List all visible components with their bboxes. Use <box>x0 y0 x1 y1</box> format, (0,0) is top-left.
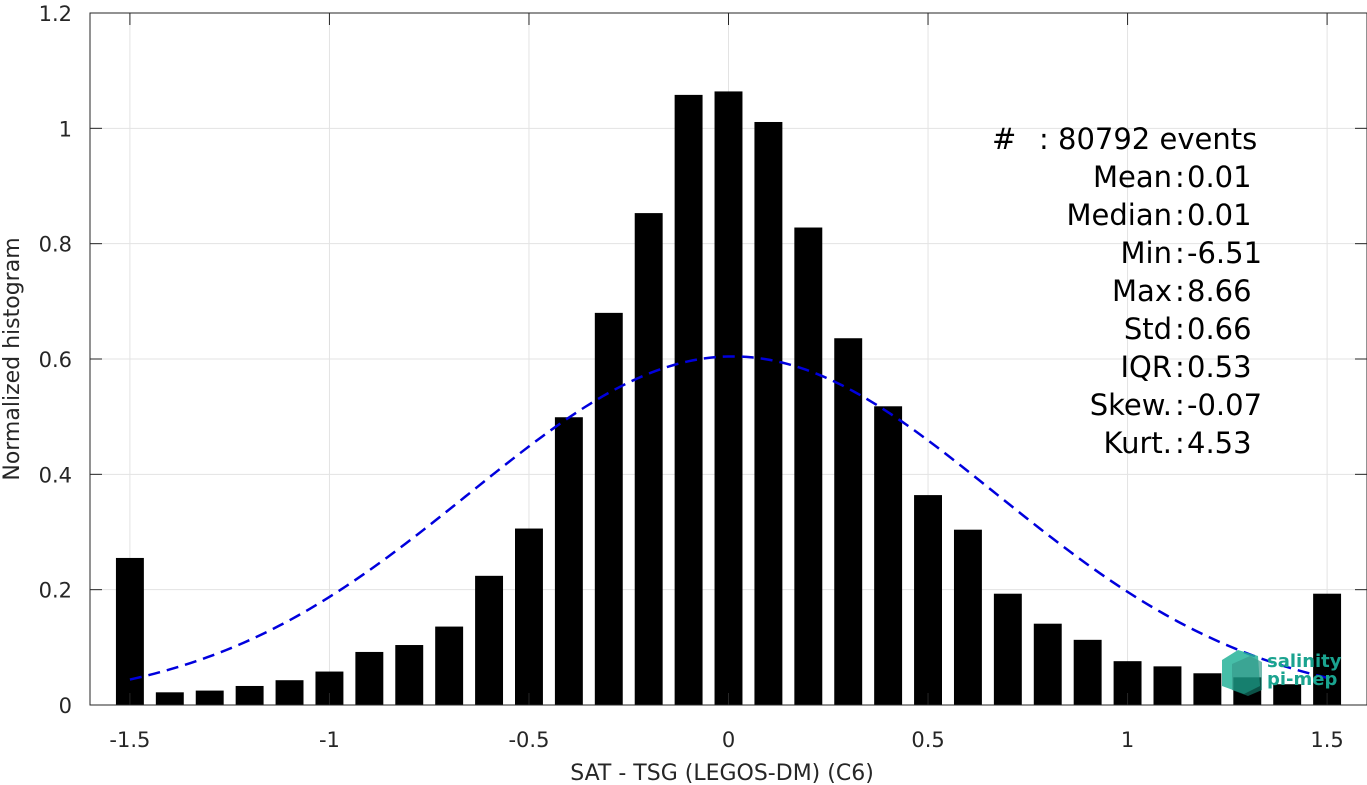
histogram-bar <box>475 575 504 705</box>
histogram-bar <box>1153 666 1182 705</box>
salinity-pimep-logo: salinity pi-mep <box>1222 650 1342 696</box>
histogram-bar <box>1273 684 1302 705</box>
x-tick-label: 0.5 <box>911 728 944 752</box>
logo-mark-icon <box>1222 650 1262 696</box>
histogram-bar <box>714 91 743 706</box>
histogram-bar <box>235 685 264 705</box>
stat-value: -6.51 <box>1187 236 1262 270</box>
stat-label: Mean <box>1093 160 1172 194</box>
histogram-bar <box>914 495 942 705</box>
stat-value: -0.07 <box>1187 388 1262 422</box>
stat-label: Kurt. <box>1104 426 1172 460</box>
histogram-bar <box>195 690 224 705</box>
histogram-bar <box>155 692 184 705</box>
y-tick-label: 0.2 <box>39 579 72 603</box>
stat-label: Min <box>1121 236 1172 270</box>
stat-label: Std <box>1124 312 1172 346</box>
gaussian-fit-curve <box>129 355 1328 681</box>
x-tick-label: -1.5 <box>109 728 150 752</box>
stat-colon: : <box>1175 236 1185 270</box>
histogram-bar <box>634 213 663 705</box>
histogram-bar <box>275 680 304 705</box>
histogram-bar <box>754 121 783 706</box>
stat-label: Skew. <box>1090 388 1172 422</box>
axis-ticks <box>90 12 1367 706</box>
histogram-bar <box>594 312 623 705</box>
histogram-bar <box>115 557 144 705</box>
stat-label: Max <box>1112 274 1172 308</box>
logo-line2: pi-mep <box>1267 669 1337 690</box>
stat-label: Median <box>1067 198 1172 232</box>
y-tick-label: 0 <box>59 694 72 718</box>
stat-colon: : <box>1039 122 1049 156</box>
x-tick-label: -1 <box>319 728 340 752</box>
x-axis-title: SAT - TSG (LEGOS-DM) (C6) <box>570 761 874 785</box>
histogram-bar <box>435 626 464 705</box>
stat-colon: : <box>1175 426 1185 460</box>
x-tick-label: -0.5 <box>508 728 549 752</box>
stat-value: 0.01 <box>1187 198 1252 232</box>
histogram-bar <box>834 338 863 705</box>
x-tick-label: 1 <box>1121 728 1134 752</box>
stat-value: 80792 events <box>1058 122 1257 156</box>
histogram-bars <box>115 91 1342 706</box>
histogram-bar <box>794 227 823 705</box>
stat-value: 8.66 <box>1187 274 1252 308</box>
y-tick-label: 1.2 <box>39 2 72 26</box>
histogram-bar <box>355 651 384 705</box>
histogram-bar <box>1073 639 1102 705</box>
histogram-bar <box>554 417 583 705</box>
y-tick-label: 1 <box>59 117 72 141</box>
histogram-bar <box>953 529 982 705</box>
y-tick-label: 0.4 <box>39 463 72 487</box>
stat-colon: : <box>1175 388 1185 422</box>
histogram-bar <box>1033 623 1062 705</box>
stat-colon: : <box>1175 312 1185 346</box>
y-tick-label: 0.6 <box>39 348 72 372</box>
x-tick-label: 0 <box>722 728 735 752</box>
stat-value: 0.66 <box>1187 312 1252 346</box>
histogram-bar <box>993 593 1022 705</box>
x-tick-label: 1.5 <box>1310 728 1343 752</box>
logo-line1: salinity <box>1267 651 1342 672</box>
stat-value: 0.01 <box>1187 160 1252 194</box>
histogram-bar <box>1313 593 1342 705</box>
y-tick-label: 0.8 <box>39 233 72 257</box>
stat-value: 4.53 <box>1187 426 1252 460</box>
histogram-bar <box>515 528 543 705</box>
stat-colon: : <box>1175 198 1185 232</box>
histogram-bar <box>674 94 703 706</box>
histogram-bar <box>395 645 424 705</box>
y-axis-title: Normalized histogram <box>0 237 25 480</box>
stat-label: # <box>992 122 1016 156</box>
histogram-bar <box>1193 673 1222 705</box>
histogram-bar <box>874 406 903 705</box>
x-tick-labels: -1.5 -1 -0.5 0 0.5 1 1.5 <box>109 728 1343 752</box>
stat-colon: : <box>1175 160 1185 194</box>
y-tick-labels: 0 0.2 0.4 0.6 0.8 1 1.2 <box>39 2 72 718</box>
stat-value: 0.53 <box>1187 350 1252 384</box>
stat-colon: : <box>1175 274 1185 308</box>
stat-colon: : <box>1175 350 1185 384</box>
stat-label: IQR <box>1120 350 1172 384</box>
